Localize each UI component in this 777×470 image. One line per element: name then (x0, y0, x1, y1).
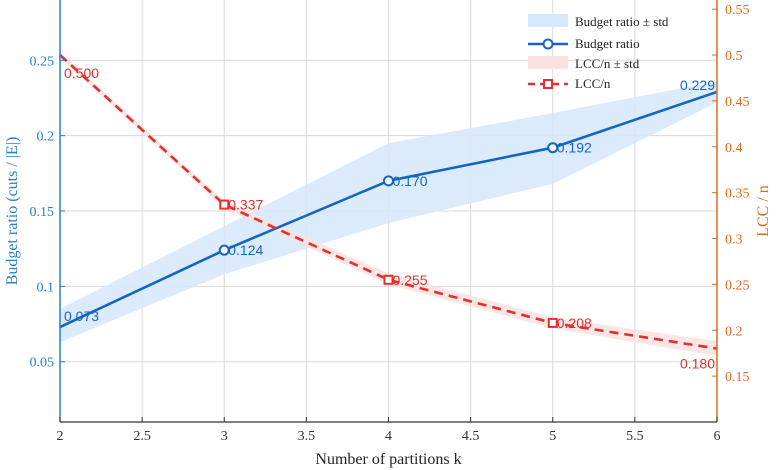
right-tick-label: 0.3 (725, 233, 743, 248)
series-marker-1 (219, 199, 230, 210)
right-tick-label: 0.55 (725, 3, 750, 18)
right-axis-title: LCC / n (755, 185, 772, 237)
x-tick-label: 4.5 (462, 429, 480, 444)
data-label: 0.255 (393, 272, 428, 288)
legend-swatch-band (528, 56, 568, 69)
right-tick-label: 0.5 (725, 49, 743, 64)
right-tick-label: 0.25 (725, 278, 750, 293)
series-marker-0 (218, 244, 230, 256)
left-tick-label: 0.1 (37, 280, 55, 295)
data-label: 0.180 (680, 356, 715, 372)
series-marker-0 (547, 142, 559, 154)
left-tick-label: 0.05 (30, 356, 55, 371)
right-tick-label: 0.2 (725, 324, 743, 339)
series-marker-1 (383, 274, 394, 285)
left-tick-label: 0.25 (30, 54, 55, 69)
x-tick-label: 5 (549, 429, 556, 444)
x-tick-label: 6 (714, 429, 721, 444)
legend-label: Budget ratio ± std (575, 14, 669, 29)
data-label: 0.500 (64, 65, 99, 81)
data-label: 0.337 (228, 197, 263, 213)
series-marker-0 (383, 175, 394, 187)
legend-label: LCC/n (575, 76, 611, 91)
left-tick-label: 0.2 (37, 130, 55, 145)
x-axis-title: Number of partitions k (315, 451, 461, 468)
x-tick-label: 2 (57, 429, 64, 444)
series-marker-1 (547, 317, 558, 328)
data-label: 0.208 (557, 315, 592, 331)
x-tick-label: 3.5 (298, 429, 316, 444)
legend-marker (543, 79, 553, 89)
left-axis-title: Budget ratio (cuts / |E|) (4, 137, 21, 286)
legend-label: LCC/n ± std (575, 56, 640, 71)
x-tick-label: 5.5 (626, 429, 644, 444)
data-label: 0.229 (680, 77, 715, 93)
x-tick-label: 3 (221, 429, 228, 444)
data-label: 0.192 (557, 140, 592, 156)
legend-marker (542, 38, 554, 50)
x-tick-label: 2.5 (133, 429, 151, 444)
legend-label: Budget ratio (575, 36, 640, 51)
x-tick-label: 4 (385, 429, 392, 444)
left-tick-label: 0.15 (30, 205, 55, 220)
right-tick-label: 0.15 (725, 370, 750, 385)
right-tick-label: 0.45 (725, 95, 750, 110)
data-label: 0.170 (393, 173, 428, 189)
data-label: 0.073 (64, 308, 99, 324)
right-tick-label: 0.35 (725, 187, 750, 202)
data-label: 0.124 (228, 242, 263, 258)
right-tick-label: 0.4 (725, 141, 743, 156)
legend-swatch-band (528, 14, 568, 27)
